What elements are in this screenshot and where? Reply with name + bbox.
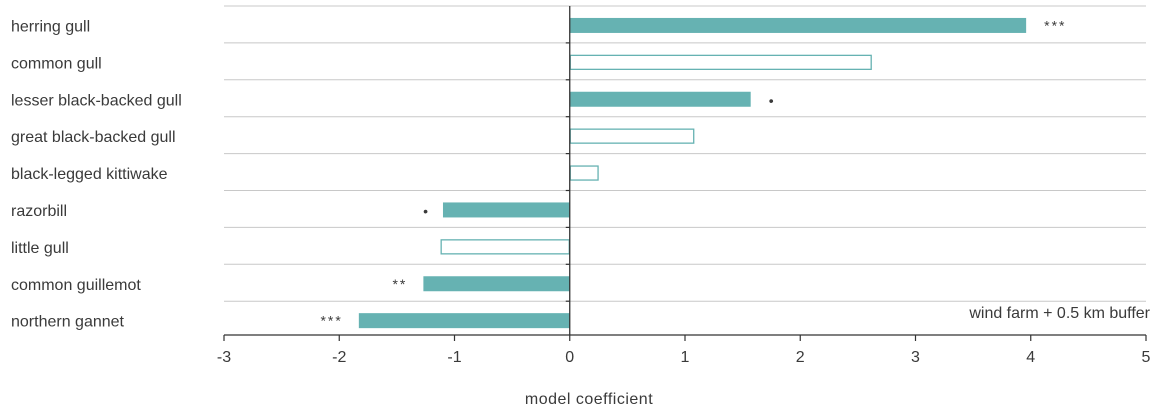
x-tick-labels: -3 -2 -1 0 1 2 3 4 5 [217,349,1151,366]
x-tick-label: -2 [332,349,346,366]
significance-marker: *** [320,313,342,329]
bar-lesser-black-backed-gull [569,91,751,107]
significance-marker: *** [1044,17,1066,33]
bar-northern-gannet [358,313,570,329]
x-tick-label: 2 [796,349,805,366]
bar-common-guillemot [423,276,570,292]
bar-great-black-backed-gull [569,128,695,144]
significance-marker: ** [392,276,407,292]
buffer-annotation: wind farm + 0.5 km buffer [968,305,1150,322]
x-tick-label: -1 [447,349,461,366]
category-label: common gull [11,55,102,72]
x-tick-label: 5 [1142,349,1151,366]
category-label: razorbill [11,203,67,220]
bar-black-legged-kittiwake [569,165,599,181]
category-label: common guillemot [11,277,141,294]
category-label: little gull [11,240,69,257]
category-label: great black-backed gull [11,129,176,146]
category-label: northern gannet [11,314,125,331]
bar-razorbill [442,202,570,218]
x-tick-label: 0 [565,349,574,366]
category-label: black-legged kittiwake [11,166,168,183]
significance-markers: ***••***** [320,17,1066,329]
category-label: herring gull [11,18,90,35]
axes [223,6,1147,341]
significance-marker: • [423,203,430,219]
grid-lines [224,5,1146,302]
bar-little-gull [440,239,570,255]
x-tick-label: -3 [217,349,231,366]
x-axis-title: model coefficient [525,391,653,408]
bar-common-gull [569,54,872,70]
significance-marker: • [769,92,776,108]
category-labels: herring gull common gull lesser black-back… [11,18,182,330]
x-tick-label: 3 [911,349,920,366]
category-label: lesser black-backed gull [11,92,182,109]
x-tick-label: 1 [681,349,690,366]
x-tick-label: 4 [1026,349,1035,366]
bars [358,17,1027,329]
bar-herring-gull [569,17,1027,33]
